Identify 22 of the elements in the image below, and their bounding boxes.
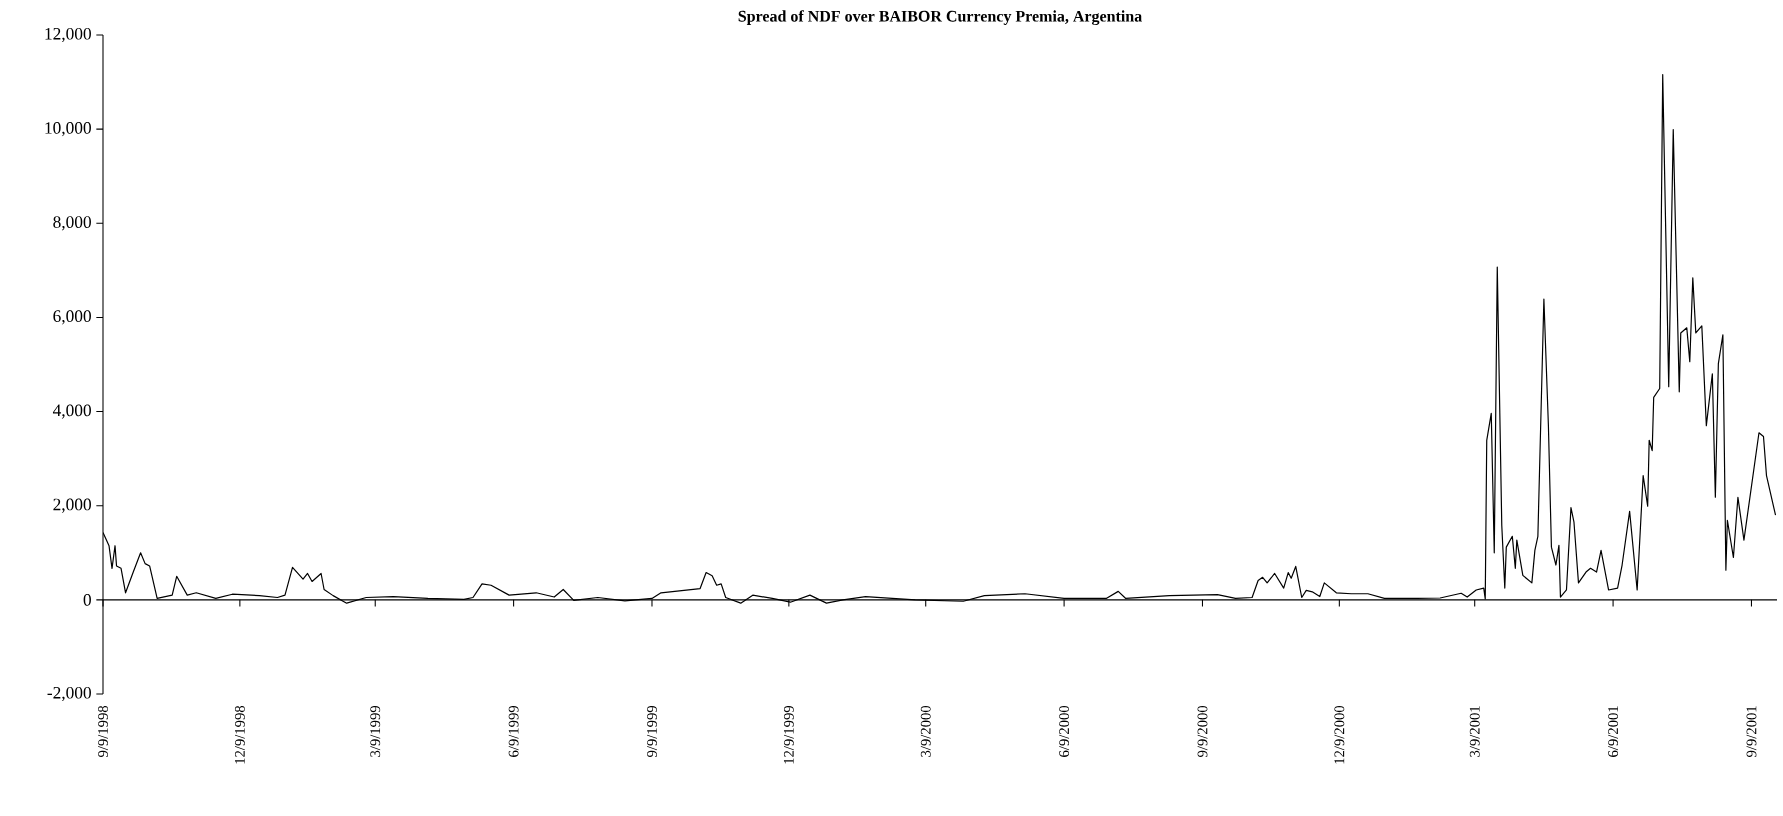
- y-tick-label: -2,000: [47, 686, 91, 702]
- x-tick-label: 9/9/2001: [1746, 706, 1757, 758]
- y-tick-label: 10,000: [45, 122, 91, 137]
- y-tick-label: 12,000: [45, 27, 91, 43]
- x-tick-label: 9/9/1999: [647, 705, 657, 758]
- x-tick-label: 12/9/1999: [783, 705, 794, 764]
- x-tick-label: 9/9/2000: [1197, 705, 1208, 758]
- x-tick-label: 12/9/1998: [234, 705, 245, 764]
- x-tick-label: 3/9/2001: [1469, 706, 1480, 757]
- x-tick-label: 12/9/2000: [1334, 705, 1345, 764]
- x-tick-label: 6/9/1999: [508, 705, 519, 757]
- x-tick-label: 3/9/1999: [370, 705, 381, 757]
- y-tick-label: 8,000: [53, 216, 91, 231]
- x-tick-label: 6/9/2000: [1059, 705, 1070, 757]
- x-tick-label: 9/9/1998: [98, 705, 108, 758]
- y-tick-label: 0: [83, 594, 91, 606]
- y-tick-label: 4,000: [52, 404, 91, 419]
- x-tick-label: 6/9/2001: [1608, 706, 1619, 757]
- y-tick-label: 6,000: [53, 310, 91, 325]
- x-tick-label: 3/9/2000: [920, 705, 931, 757]
- y-tick-label: 2,000: [53, 498, 91, 513]
- chart-title: Spread of NDF over BAIBOR Currency Premia, Argentina: [738, 10, 1142, 25]
